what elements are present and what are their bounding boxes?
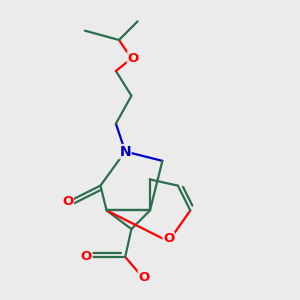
- Text: O: O: [127, 52, 139, 65]
- Text: O: O: [62, 195, 74, 208]
- Text: N: N: [119, 145, 131, 158]
- Text: O: O: [138, 271, 149, 284]
- Text: O: O: [163, 232, 174, 245]
- Text: O: O: [81, 250, 92, 263]
